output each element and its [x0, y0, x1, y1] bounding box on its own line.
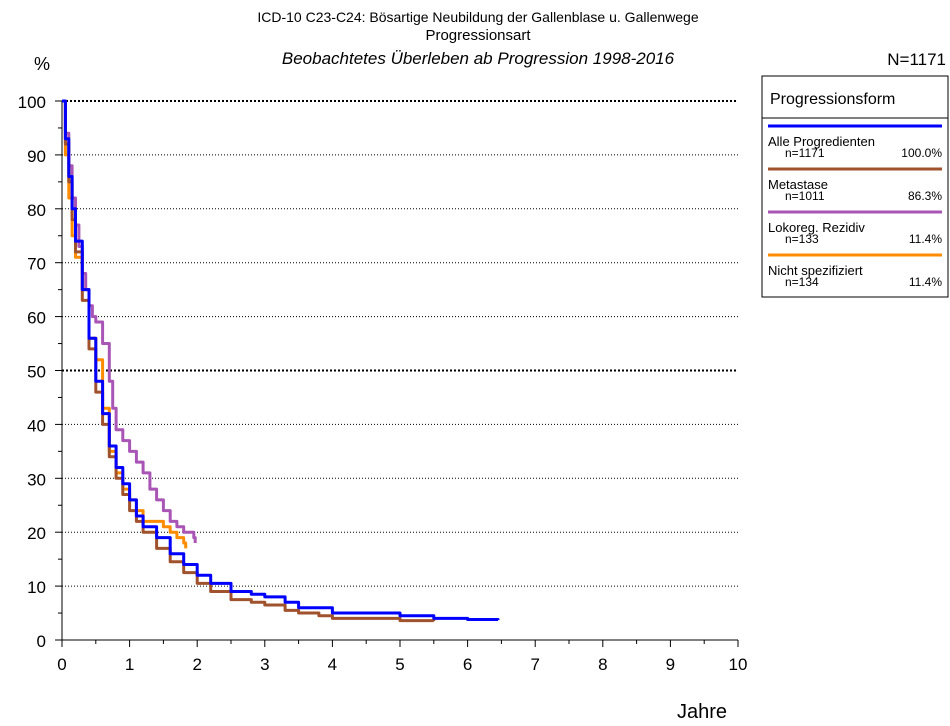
- x-tick-label-7: 7: [530, 655, 539, 674]
- x-tick-label-0: 0: [57, 655, 66, 674]
- y-tick-label-50: 50: [27, 363, 46, 382]
- chart-subtitle-2: Beobachtetes Überleben ab Progression 19…: [282, 49, 675, 68]
- legend-label-2: Lokoreg. Rezidiv: [768, 220, 865, 235]
- x-ticks: 0 1 2 3 4 5 6 7 8 9 10: [57, 640, 747, 674]
- legend-pct-0: 100.0%: [901, 146, 942, 160]
- legend: Progressionsform Alle Progredientenn=117…: [761, 75, 949, 298]
- y-tick-label-70: 70: [27, 255, 46, 274]
- x-tick-label-8: 8: [598, 655, 607, 674]
- x-tick-label-3: 3: [260, 655, 269, 674]
- y-tick-label-60: 60: [27, 309, 46, 328]
- legend-label-1: Metastase: [768, 177, 828, 192]
- x-tick-label-2: 2: [192, 655, 201, 674]
- y-tick-label-0: 0: [37, 632, 46, 651]
- chart-subtitle: Progressionsart: [425, 27, 531, 44]
- y-axis-label: %: [34, 54, 50, 74]
- series-line-0: [62, 99, 500, 621]
- legend-count-3: n=134: [785, 275, 819, 289]
- y-tick-label-90: 90: [27, 147, 46, 166]
- legend-title: Progressionsform: [770, 91, 895, 108]
- y-ticks: 0 10 20 30 40 50 60 70 80 90 100: [18, 93, 62, 651]
- series-line-2: [62, 99, 197, 543]
- x-tick-label-9: 9: [666, 655, 675, 674]
- legend-pct-2: 11.4%: [909, 232, 942, 246]
- grid-lines: [62, 100, 738, 587]
- series-lines: [62, 99, 500, 623]
- y-tick-label-20: 20: [27, 524, 46, 543]
- x-tick-label-6: 6: [463, 655, 472, 674]
- y-tick-label-10: 10: [27, 578, 46, 597]
- x-axis-label: Jahre: [677, 701, 727, 723]
- x-tick-label-1: 1: [125, 655, 134, 674]
- x-tick-label-5: 5: [395, 655, 404, 674]
- y-tick-label-30: 30: [27, 470, 46, 489]
- n-total: N=1171: [887, 50, 946, 69]
- legend-label-3: Nicht spezifiziert: [768, 263, 863, 278]
- legend-pct-3: 11.4%: [909, 275, 942, 289]
- legend-box: [761, 75, 949, 298]
- x-tick-label-10: 10: [729, 655, 748, 674]
- legend-count-1: n=1011: [785, 189, 825, 203]
- legend-count-2: n=133: [785, 232, 819, 246]
- series-line-1: [62, 99, 436, 623]
- legend-count-0: n=1171: [785, 146, 825, 160]
- y-tick-label-80: 80: [27, 201, 46, 220]
- x-tick-label-4: 4: [328, 655, 337, 674]
- y-tick-label-40: 40: [27, 416, 46, 435]
- chart-title: ICD-10 C23-C24: Bösartige Neubildung der…: [257, 9, 698, 25]
- legend-pct-1: 86.3%: [908, 189, 942, 203]
- y-tick-label-100: 100: [18, 93, 46, 112]
- legend-label-0: Alle Progredienten: [768, 134, 875, 149]
